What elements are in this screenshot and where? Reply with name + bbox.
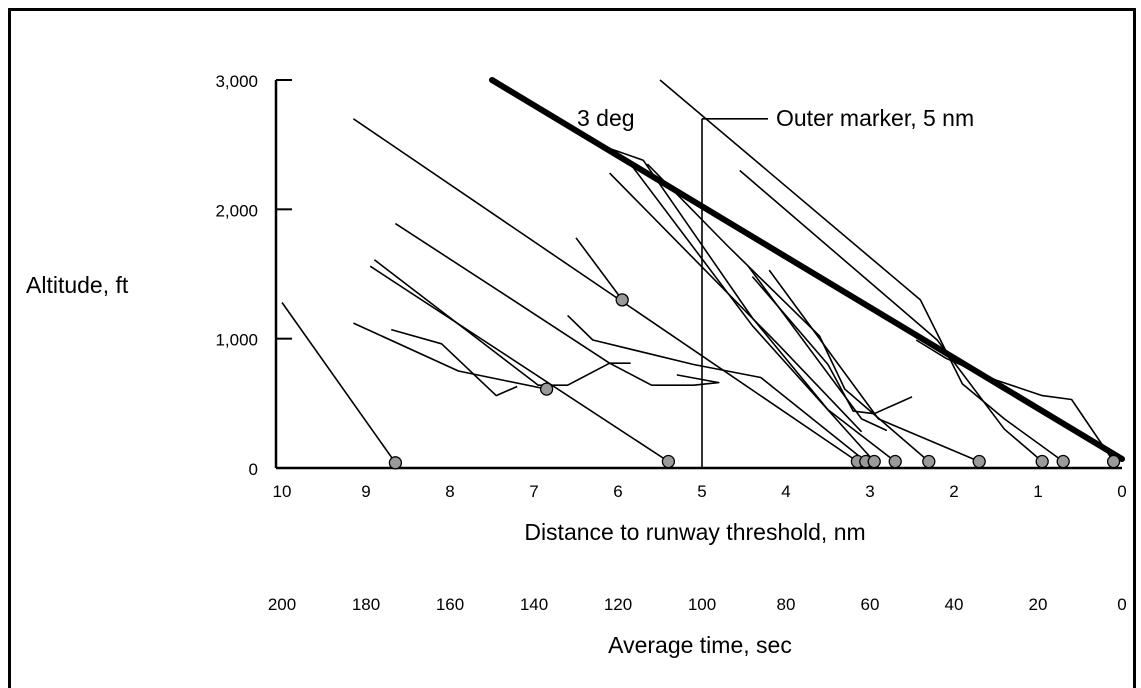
secondary-x-tick-label: 180 — [352, 595, 380, 614]
end-marker-11 — [867, 454, 881, 469]
series-line-2 — [353, 322, 547, 390]
series-line-16 — [768, 269, 980, 463]
end-marker-10 — [888, 454, 902, 469]
series-line-6 — [394, 222, 720, 387]
series-line-11 — [629, 163, 875, 463]
end-marker-layer — [388, 293, 1121, 470]
series-line-14 — [747, 265, 888, 432]
secondary-x-tick-label: 140 — [520, 595, 548, 614]
series-line-12 — [609, 172, 863, 433]
end-marker-13 — [922, 454, 936, 469]
axes — [274, 79, 1122, 470]
series-layer — [281, 79, 1115, 464]
series-line-17 — [659, 79, 1064, 463]
series-line-19 — [915, 339, 1115, 462]
glide-slope-layer — [489, 77, 1125, 468]
series-line-10 — [609, 147, 896, 463]
series-line-3 — [369, 265, 669, 463]
end-marker-18 — [1035, 454, 1049, 469]
secondary-x-tick-label: 160 — [436, 595, 464, 614]
secondary-x-tick-label: 40 — [945, 595, 964, 614]
axis-label-layer: Altitude, ft Distance to runway threshol… — [26, 105, 974, 658]
series-line-8 — [575, 237, 623, 301]
end-marker-8 — [615, 293, 629, 307]
series-line-1 — [281, 302, 397, 464]
glide-slope-line — [489, 77, 1125, 462]
end-marker-1 — [388, 456, 403, 470]
y-tick-label: 2,000 — [215, 201, 258, 220]
secondary-x-tick-label: 20 — [1029, 595, 1048, 614]
secondary-x-axis-title: Average time, sec — [608, 632, 792, 658]
x-tick-label: 3 — [865, 482, 874, 501]
y-tick-label: 3,000 — [215, 72, 258, 91]
x-tick-label: 8 — [445, 482, 454, 501]
end-marker-3 — [661, 454, 676, 469]
series-line-9 — [567, 314, 867, 463]
x-tick-label: 4 — [781, 482, 790, 501]
secondary-x-tick-label: 120 — [604, 595, 632, 614]
x-axis-title: Distance to runway threshold, nm — [524, 519, 865, 545]
x-tick-label: 5 — [697, 482, 706, 501]
series-line-4 — [373, 259, 631, 387]
y-tick-label: 1,000 — [215, 331, 258, 350]
glide-slope-label: 3 deg — [577, 105, 635, 131]
end-marker-2 — [539, 382, 554, 396]
end-marker-17 — [1056, 454, 1070, 469]
series-line-18 — [739, 169, 1043, 463]
outer-marker-label: Outer marker, 5 nm — [776, 105, 974, 131]
end-marker-16 — [972, 454, 986, 469]
x-tick-label: 9 — [361, 482, 370, 501]
series-line-13 — [646, 163, 930, 463]
secondary-x-tick-label: 80 — [777, 595, 796, 614]
secondary-x-tick-label: 100 — [688, 595, 716, 614]
x-tick-label: 10 — [273, 482, 292, 501]
x-tick-label: 7 — [529, 482, 538, 501]
series-line-5 — [390, 328, 518, 397]
secondary-x-tick-label: 0 — [1117, 595, 1126, 614]
secondary-x-tick-label: 60 — [861, 595, 880, 614]
chart-frame — [8, 8, 1136, 688]
y-axis-title: Altitude, ft — [26, 272, 129, 298]
secondary-x-tick-label: 200 — [268, 595, 296, 614]
y-tick-label: 0 — [249, 460, 258, 479]
x-tick-label: 6 — [613, 482, 622, 501]
series-line-15 — [751, 276, 913, 415]
x-tick-label: 0 — [1117, 482, 1126, 501]
end-marker-19 — [1106, 454, 1121, 469]
x-tick-label: 2 — [949, 482, 958, 501]
series-line-7 — [352, 118, 858, 463]
x-tick-label: 1 — [1033, 482, 1042, 501]
